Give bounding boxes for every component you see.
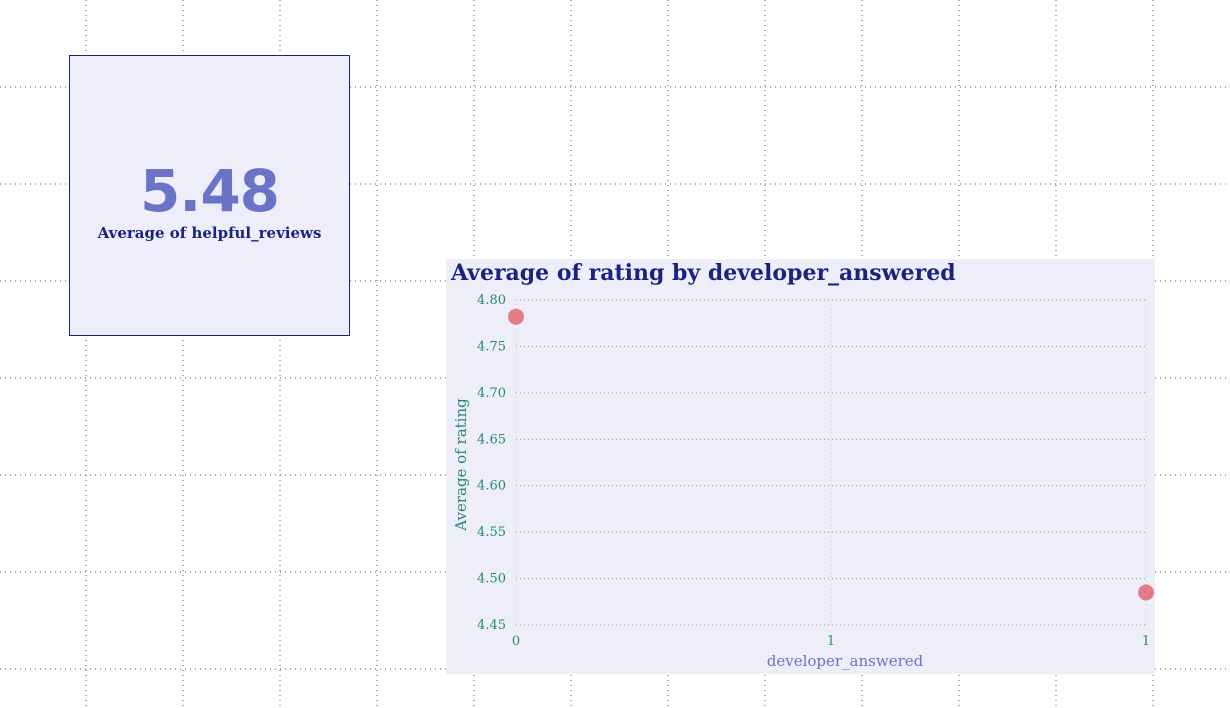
x-tick-label: 1 [827,634,835,649]
x-tick-label: 1 [1142,634,1150,649]
y-tick-label: 4.55 [477,525,506,540]
y-tick-label: 4.80 [477,293,506,308]
y-tick-label: 4.45 [477,618,506,633]
scatter-plot: 4.80 4.75 4.70 4.65 4.60 4.55 4.50 4.45 0 1 1 devel… [452,293,1154,670]
kpi-value: 5.48 [139,157,280,225]
y-tick-label: 4.65 [477,432,506,447]
kpi-card[interactable]: 5.48 Average of helpful_reviews [69,55,350,336]
y-tick-label: 4.50 [477,572,506,587]
y-tick-label: 4.70 [477,386,506,401]
kpi-label: Average of helpful_reviews [97,224,322,242]
y-axis-title: Average of rating [452,398,470,532]
x-axis-title: developer_answered [767,652,924,670]
scatter-chart-panel[interactable]: Average of rating by developer_answered … [446,259,1155,674]
y-tick-label: 4.60 [477,479,506,494]
x-tick-label: 0 [512,634,520,649]
scatter-point[interactable] [1138,584,1154,601]
y-tick-label: 4.75 [477,339,506,354]
chart-title: Average of rating by developer_answered [451,260,956,286]
scatter-point[interactable] [508,308,524,325]
